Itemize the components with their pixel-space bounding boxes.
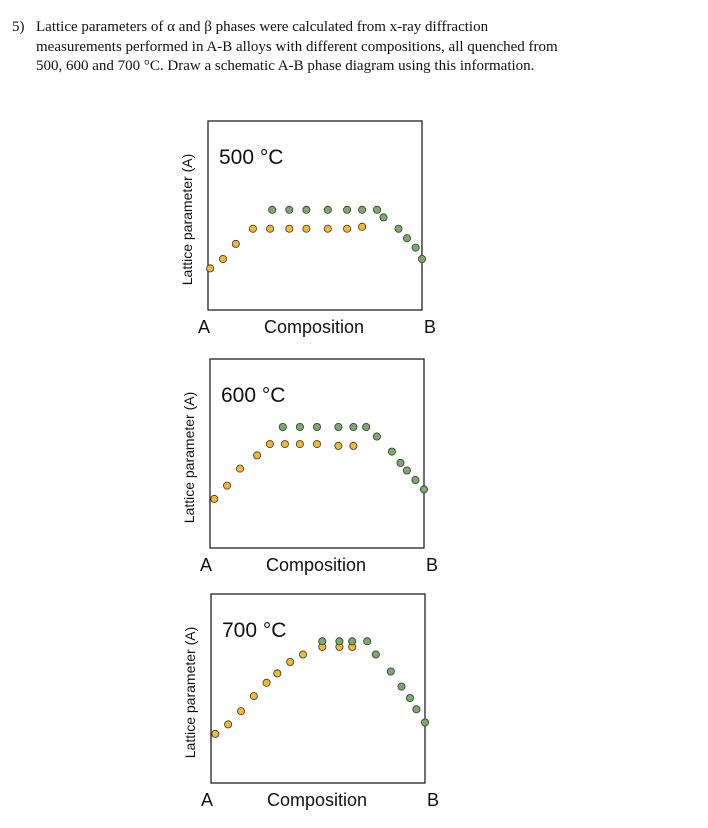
alpha-point: [253, 451, 262, 460]
beta-point: [334, 422, 343, 431]
alpha-point: [349, 441, 358, 450]
x-axis-label: Composition: [266, 555, 366, 575]
beta-point: [349, 422, 358, 431]
beta-point: [343, 205, 352, 214]
alpha-point: [280, 440, 289, 449]
beta-point: [379, 213, 388, 222]
alpha-point: [223, 481, 232, 490]
alpha-point: [249, 692, 258, 701]
beta-point: [323, 205, 332, 214]
alpha-point: [312, 440, 321, 449]
problem-text: Lattice parameters of α and β phases wer…: [36, 18, 636, 77]
chart-2: 600 °C Lattice parameter (A) Composition A B: [181, 358, 438, 575]
beta-point: [362, 422, 371, 431]
beta-point: [412, 705, 421, 714]
alpha-point: [224, 720, 233, 729]
beta-point: [335, 637, 344, 646]
alpha-point: [358, 222, 367, 231]
alpha-point: [285, 224, 294, 233]
alpha-point: [218, 254, 227, 263]
alpha-point: [210, 494, 219, 503]
beta-point: [397, 682, 406, 691]
beta-point: [417, 254, 426, 263]
alpha-point: [334, 441, 343, 450]
beta-point: [285, 205, 294, 214]
beta-point: [348, 637, 357, 646]
beta-point: [402, 234, 411, 243]
beta-point: [358, 205, 367, 214]
chart-3: 700 °C Lattice parameter (A) Composition A B: [182, 593, 439, 810]
beta-point: [394, 224, 403, 233]
beta-point: [419, 485, 428, 494]
alpha-point: [273, 669, 282, 678]
beta-point: [371, 650, 380, 659]
x-axis-label: Composition: [267, 790, 367, 810]
alpha-point: [236, 707, 245, 716]
beta-point: [363, 637, 372, 646]
beta-point: [372, 432, 381, 441]
chart-1: 500 °C Lattice parameter (A) Composition A B: [179, 120, 436, 337]
beta-point: [420, 718, 429, 727]
beta-point: [302, 205, 311, 214]
beta-point: [295, 422, 304, 431]
alpha-point: [298, 650, 307, 659]
x-tick-label-b: B: [427, 790, 439, 810]
x-tick-label-a: A: [198, 317, 210, 337]
x-axis-label: Composition: [264, 317, 364, 337]
problem-line-3: 500, 600 and 700 °C. Draw a schematic A-…: [36, 58, 535, 74]
beta-point: [405, 694, 414, 703]
beta-point: [318, 637, 327, 646]
alpha-point: [206, 264, 215, 273]
beta-point: [411, 243, 420, 252]
alpha-point: [295, 440, 304, 449]
beta-point: [411, 475, 420, 484]
problem-line-1: Lattice parameters of α and β phases wer…: [36, 19, 489, 35]
alpha-point: [302, 224, 311, 233]
alpha-point: [235, 464, 244, 473]
problem-line-2: measurements performed in A-B alloys wit…: [36, 38, 558, 55]
beta-point: [387, 447, 396, 456]
y-axis-label: Lattice parameter (A): [181, 392, 197, 524]
chart-title: 500 °C: [219, 146, 283, 169]
x-tick-label-b: B: [424, 317, 436, 337]
chart-title: 600 °C: [221, 384, 285, 407]
alpha-point: [265, 440, 274, 449]
beta-point: [373, 205, 382, 214]
beta-point: [312, 422, 321, 431]
chart-title: 700 °C: [222, 619, 286, 642]
beta-point: [386, 667, 395, 676]
plot-frame: [209, 358, 425, 549]
beta-point: [268, 205, 277, 214]
x-tick-label-a: A: [200, 555, 212, 575]
x-tick-label-a: A: [201, 790, 213, 810]
problem-number: 5): [12, 19, 25, 35]
x-tick-label-b: B: [426, 555, 438, 575]
beta-point: [278, 422, 287, 431]
alpha-point: [266, 224, 275, 233]
y-axis-label: Lattice parameter (A): [179, 154, 195, 286]
alpha-point: [286, 658, 295, 667]
alpha-point: [343, 224, 352, 233]
y-axis-label: Lattice parameter (A): [182, 627, 198, 759]
alpha-point: [231, 239, 240, 248]
beta-point: [402, 466, 411, 475]
alpha-point: [248, 224, 257, 233]
alpha-point: [211, 729, 220, 738]
alpha-point: [262, 678, 271, 687]
beta-point: [396, 458, 405, 467]
plot-frame: [210, 593, 426, 784]
alpha-point: [323, 224, 332, 233]
